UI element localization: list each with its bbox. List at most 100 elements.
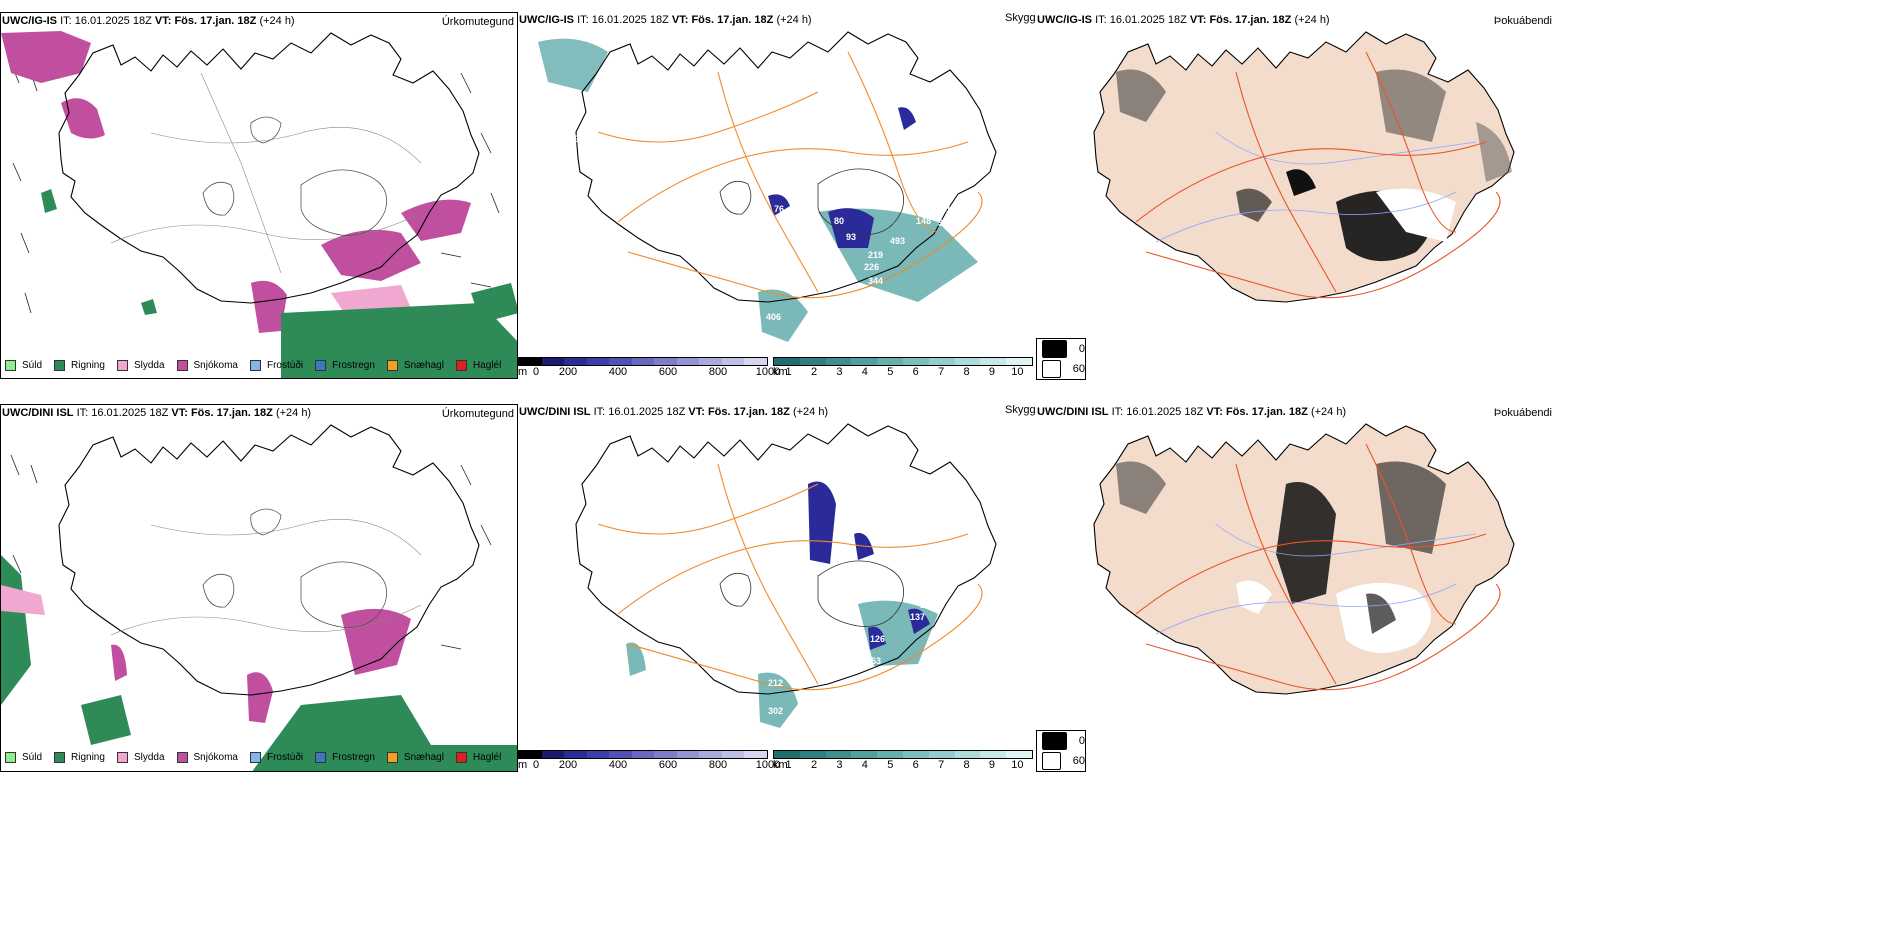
legend-item-sleet: Slydda <box>116 752 165 763</box>
colorbar-cell <box>586 751 610 758</box>
precip-type-map-top <box>1 31 517 378</box>
legend-item-hail: Haglél <box>455 752 501 763</box>
colorbar-tick-label: 4 <box>861 366 868 378</box>
colorbar-cell <box>564 751 587 758</box>
colorbar-cell <box>699 751 722 758</box>
svg-text:76: 76 <box>774 204 784 214</box>
svg-text:80: 80 <box>834 216 844 226</box>
colorbar-unit: m <box>518 366 528 378</box>
colorbar-cell <box>609 358 632 365</box>
precip-type-legend: Súld Rigning Slydda Snjókoma Frostúði Fr… <box>5 752 513 763</box>
fog-label: Þokuábendi <box>1493 15 1552 27</box>
fog-map-top <box>1093 31 1515 303</box>
colorbar-cells <box>518 750 768 759</box>
svg-text:28: 28 <box>718 214 728 224</box>
colorbar-tick-label: 9 <box>988 759 996 771</box>
colorbar-tick-label: 10 <box>1011 759 1024 771</box>
visibility-map-top: 339 979 16 28 76 80 93 493 219 226 344 148 281 38… <box>538 31 997 342</box>
visibility-label: Skyggni <box>1005 404 1036 416</box>
colorbar-cell <box>799 751 826 758</box>
colorbar-tick-label: 7 <box>938 366 945 378</box>
colorbar-cell <box>825 751 852 758</box>
colorbar-tick-label: 1000 <box>755 759 781 771</box>
colorbar-ticks: m 0 200 400 600 800 1000 <box>518 366 780 379</box>
colorbar-tick-label: 600 <box>658 366 678 378</box>
colorbar-cell <box>928 751 955 758</box>
colorbar-cell <box>902 358 929 365</box>
svg-text:143: 143 <box>920 600 935 610</box>
colorbar-ticks: km 1 2 3 4 5 6 7 8 9 10 <box>773 366 1033 379</box>
svg-text:493: 493 <box>890 236 905 246</box>
colorbar-cell <box>586 358 610 365</box>
fog-legend-item: 60 <box>1037 751 1085 771</box>
colorbar-unit: km <box>773 366 788 378</box>
colorbar-cell <box>631 358 655 365</box>
legend-item-freezing-drizzle: Frostúði <box>249 360 303 371</box>
colorbar-cell <box>676 751 700 758</box>
colorbar-cell <box>654 751 677 758</box>
colorbar-cell <box>699 358 722 365</box>
svg-text:406: 406 <box>766 312 781 322</box>
colorbar-cell <box>825 358 852 365</box>
legend-item-rain: Rigning <box>54 360 105 371</box>
panel-title: UWC/IG-IS IT: 16.01.2025 18Z VT: Fös. 17… <box>519 14 812 26</box>
fog-legend-item: 60 <box>1037 359 1085 379</box>
colorbar-tick-label: 200 <box>558 759 578 771</box>
colorbar-tick-label: 0 <box>532 366 540 378</box>
panel-title: UWC/IG-IS IT: 16.01.2025 18Z VT: Fös. 17… <box>2 15 295 27</box>
precip-type-label: Úrkomutegund <box>441 408 514 420</box>
colorbar-cell <box>902 751 929 758</box>
precip-type-map-bottom <box>1 424 517 771</box>
visibility-map-bottom: 126 553 212 302 137 143 <box>575 423 997 728</box>
precip-type-legend: Súld Rigning Slydda Snjókoma Frostúði Fr… <box>5 360 513 371</box>
colorbar-cell <box>721 358 745 365</box>
visibility-label: Skyggni <box>1005 12 1036 24</box>
colorbar-cell <box>954 358 981 365</box>
svg-text:226: 226 <box>864 262 879 272</box>
colorbar-tick-label: 8 <box>963 366 970 378</box>
colorbar-unit: km <box>773 759 788 771</box>
colorbar-cell <box>1006 358 1032 365</box>
colorbar-tick-label: 3 <box>836 759 843 771</box>
svg-text:979: 979 <box>574 134 589 144</box>
colorbar-cell <box>519 751 542 758</box>
fog-legend-top: 0 60 <box>1036 338 1086 380</box>
fog-legend-item: 0 <box>1037 731 1085 751</box>
colorbar-cell <box>519 358 542 365</box>
svg-text:344: 344 <box>868 276 883 286</box>
colorbar-cell <box>721 751 745 758</box>
colorbar-tick-label: 2 <box>810 366 818 378</box>
colorbar-cell <box>877 751 903 758</box>
colorbar-cell <box>799 358 826 365</box>
svg-text:302: 302 <box>768 706 783 716</box>
colorbar-tick-label: 6 <box>912 759 919 771</box>
fog-map-bottom <box>1093 423 1515 695</box>
svg-text:16: 16 <box>574 194 584 204</box>
visibility-m-colorbar: m 0 200 400 600 800 1000 <box>518 750 780 772</box>
colorbar-tick-label: 400 <box>608 366 628 378</box>
colorbar-ticks: km 1 2 3 4 5 6 7 8 9 10 <box>773 759 1033 772</box>
colorbar-cell <box>851 358 878 365</box>
legend-item-drizzle: Súld <box>5 360 42 371</box>
svg-text:148: 148 <box>916 216 931 226</box>
legend-item-snow-pellets: Snæhagl <box>386 360 444 371</box>
fog-legend-bottom: 0 60 <box>1036 730 1086 772</box>
colorbar-cells <box>773 750 1033 759</box>
colorbar-cells <box>773 357 1033 366</box>
colorbar-cell <box>744 358 768 365</box>
colorbar-cells <box>518 357 768 366</box>
legend-item-freezing-rain: Frostregn <box>315 360 375 371</box>
colorbar-tick-label: 8 <box>963 759 970 771</box>
panel-title: UWC/IG-IS IT: 16.01.2025 18Z VT: Fös. 17… <box>1037 14 1330 26</box>
legend-item-freezing-rain: Frostregn <box>315 752 375 763</box>
colorbar-ticks: m 0 200 400 600 800 1000 <box>518 759 780 772</box>
colorbar-cell <box>631 751 655 758</box>
colorbar-unit: m <box>518 759 528 771</box>
colorbar-tick-label: 600 <box>658 759 678 771</box>
colorbar-cell <box>541 751 565 758</box>
colorbar-tick-label: 2 <box>810 759 818 771</box>
colorbar-tick-label: 6 <box>912 366 919 378</box>
colorbar-cell <box>774 751 800 758</box>
colorbar-cell <box>851 751 878 758</box>
svg-text:93: 93 <box>846 232 856 242</box>
